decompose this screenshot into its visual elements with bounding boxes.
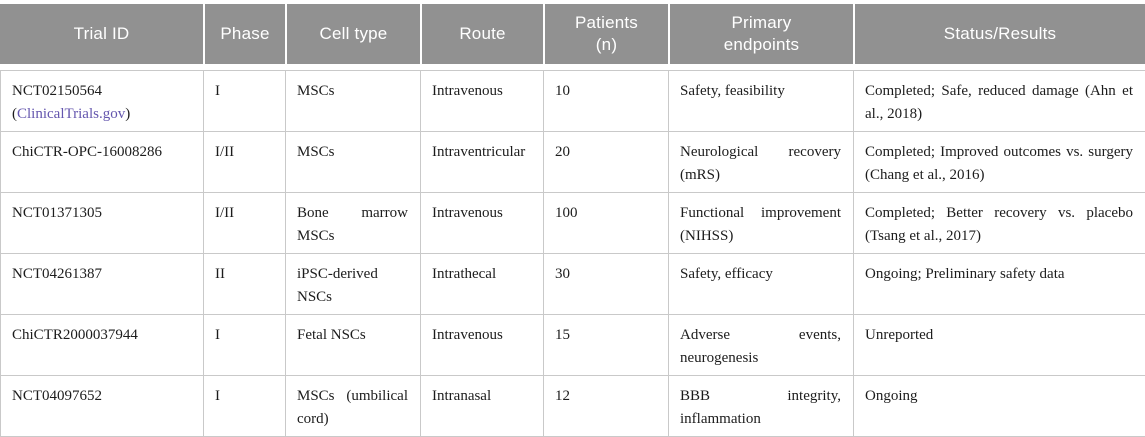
- cell-cell-type: Bone marrow MSCs: [286, 193, 421, 254]
- cell-route: Intrathecal: [421, 254, 544, 315]
- cell-endpoints: Functional improvement (NIHSS): [669, 193, 854, 254]
- cell-trial-id: NCT01371305: [1, 193, 204, 254]
- cell-phase: I/II: [204, 193, 286, 254]
- paren-close: ): [125, 106, 130, 122]
- cell-cell-type: iPSC-derived NSCs: [286, 254, 421, 315]
- cell-patients: 15: [544, 315, 669, 376]
- cell-status: Ongoing; Preliminary safety data: [854, 254, 1145, 315]
- clinicaltrials-link[interactable]: ClinicalTrials.gov: [17, 106, 125, 122]
- cell-phase: I/II: [204, 132, 286, 193]
- column-header-route: Route: [420, 4, 543, 64]
- column-header-cell-type: Cell type: [285, 4, 420, 64]
- cell-endpoints: BBB integrity, inflammation: [669, 376, 854, 437]
- trial-id-text: NCT02150564: [12, 80, 191, 103]
- cell-endpoints: Neurological recovery (mRS): [669, 132, 854, 193]
- column-header-phase: Phase: [203, 4, 285, 64]
- column-header-status: Status/Results: [853, 4, 1145, 64]
- cell-route: Intravenous: [421, 71, 544, 132]
- cell-patients: 30: [544, 254, 669, 315]
- cell-status: Ongoing: [854, 376, 1145, 437]
- cell-trial-id: NCT04097652: [1, 376, 204, 437]
- cell-status: Completed; Improved outcomes vs. surgery…: [854, 132, 1145, 193]
- cell-route: Intranasal: [421, 376, 544, 437]
- column-header-patients: Patients (n): [543, 4, 668, 64]
- cell-endpoints: Safety, feasibility: [669, 71, 854, 132]
- cell-phase: II: [204, 254, 286, 315]
- cell-endpoints: Safety, efficacy: [669, 254, 854, 315]
- cell-trial-id: ChiCTR2000037944: [1, 315, 204, 376]
- cell-status: Completed; Safe, reduced damage (Ahn et …: [854, 71, 1145, 132]
- cell-cell-type: MSCs: [286, 71, 421, 132]
- cell-endpoints: Adverse events, neurogenesis: [669, 315, 854, 376]
- cell-trial-id: NCT02150564(ClinicalTrials.gov): [1, 71, 204, 132]
- cell-phase: I: [204, 376, 286, 437]
- cell-route: Intraventricular: [421, 132, 544, 193]
- cell-status: Unreported: [854, 315, 1145, 376]
- cell-phase: I: [204, 71, 286, 132]
- cell-trial-id: NCT04261387: [1, 254, 204, 315]
- trial-id-link-line: (ClinicalTrials.gov): [12, 103, 191, 126]
- cell-patients: 100: [544, 193, 669, 254]
- cell-patients: 10: [544, 71, 669, 132]
- column-header-trial-id: Trial ID: [0, 4, 203, 64]
- cell-phase: I: [204, 315, 286, 376]
- cell-route: Intravenous: [421, 315, 544, 376]
- cell-route: Intravenous: [421, 193, 544, 254]
- cell-status: Completed; Better recovery vs. placebo (…: [854, 193, 1145, 254]
- cell-cell-type: MSCs: [286, 132, 421, 193]
- column-header-endpoints: Primary endpoints: [668, 4, 853, 64]
- cell-cell-type: MSCs (umbilical cord): [286, 376, 421, 437]
- cell-trial-id: ChiCTR-OPC-16008286: [1, 132, 204, 193]
- cell-cell-type: Fetal NSCs: [286, 315, 421, 376]
- cell-patients: 12: [544, 376, 669, 437]
- cell-patients: 20: [544, 132, 669, 193]
